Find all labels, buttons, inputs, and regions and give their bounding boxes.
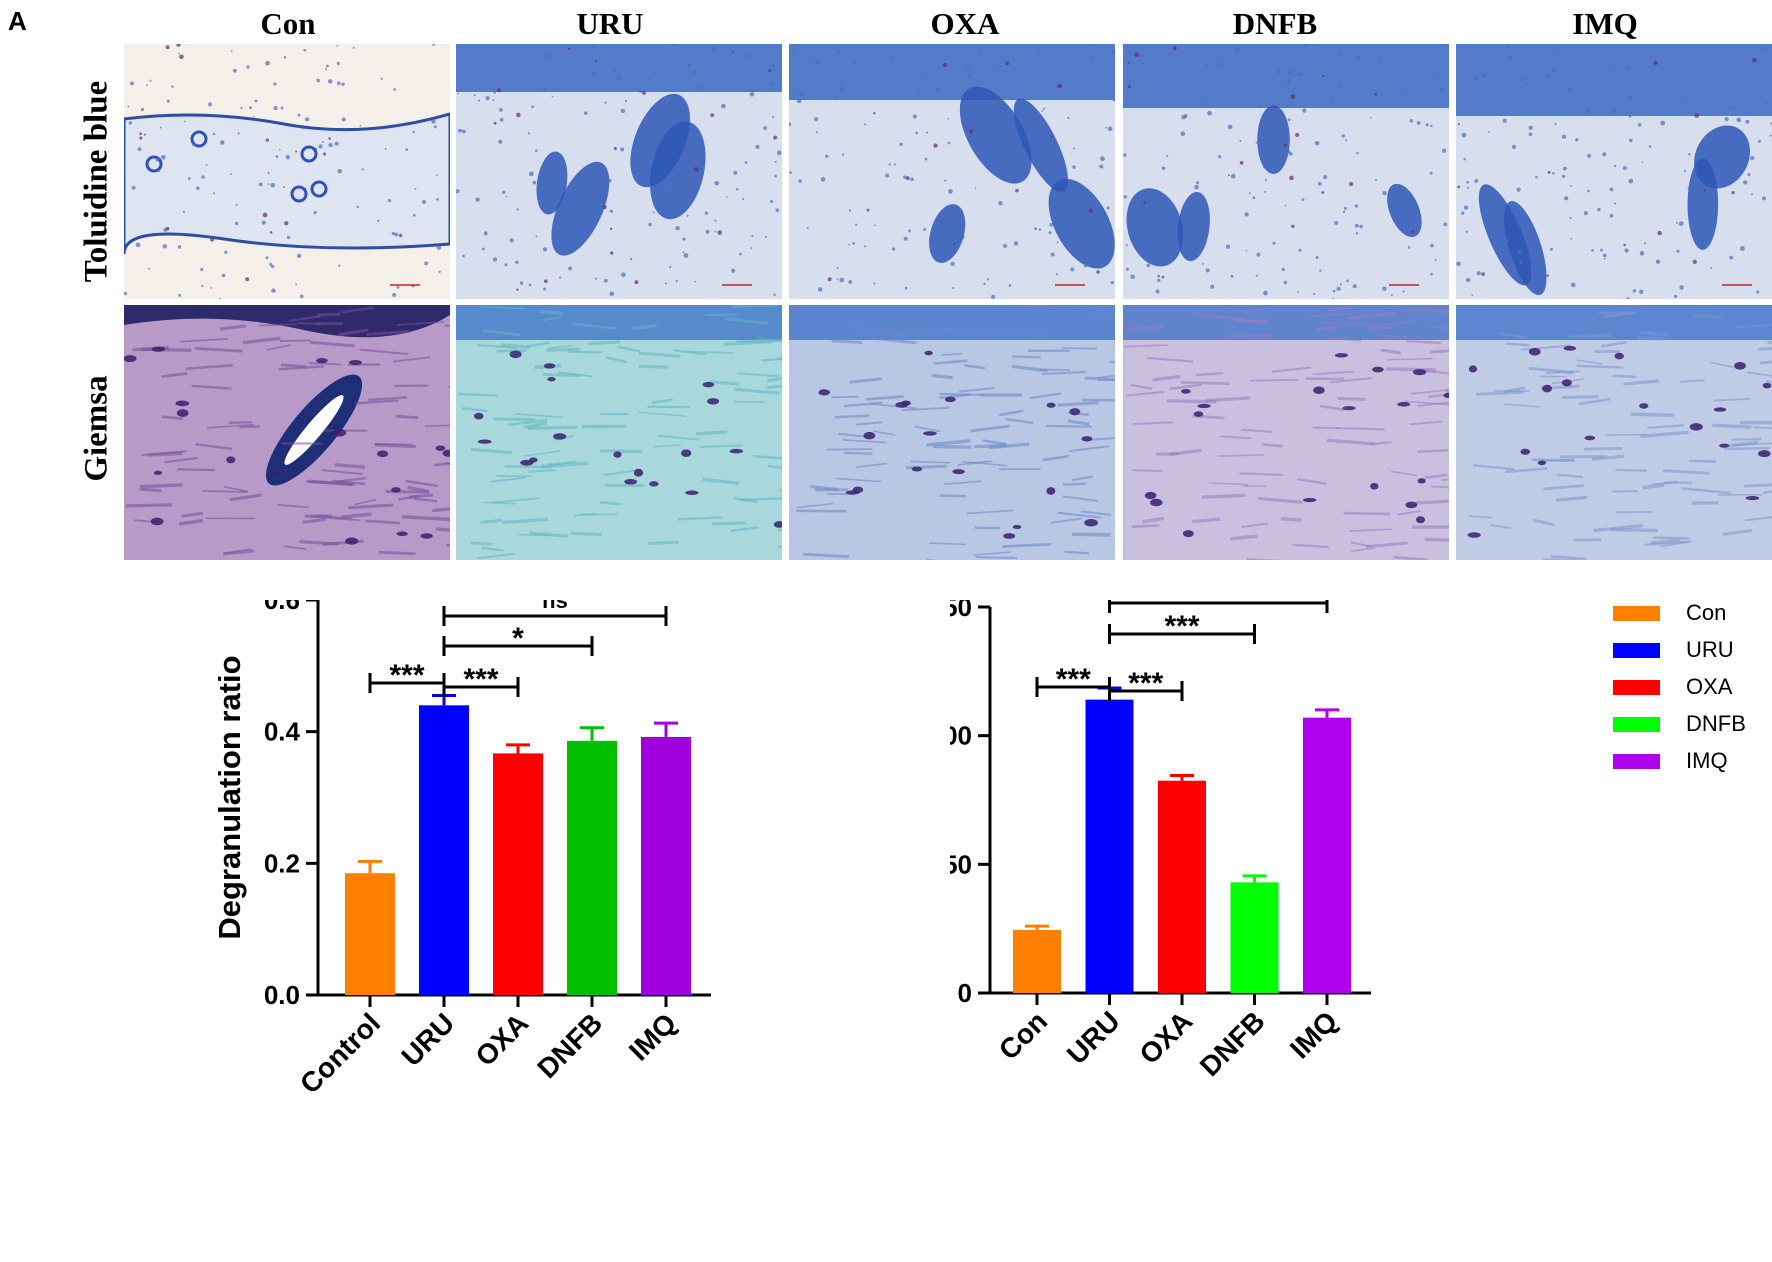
y-tick-label: 0.0 [264,980,300,1010]
micrograph-toluidine-blue-con [124,44,450,299]
bar-dnfb [567,740,617,995]
legend-swatch [1613,716,1660,732]
y-tick-label: 100 [950,721,972,751]
legend-item-dnfb: DNFB [1613,709,1746,739]
micrograph-toluidine-blue-imq [1456,44,1772,299]
column-header-oxa: OXA [930,6,1000,41]
micrograph-giemsa-oxa [789,305,1115,560]
bar-imq [641,736,691,995]
column-header-uru: URU [576,6,644,41]
y-tick-label: 0.2 [264,848,300,878]
column-header-dnfb: DNFB [1232,6,1318,41]
legend-item-oxa: OXA [1613,672,1732,702]
y-tick-label: 0.4 [264,717,301,747]
bar-imq [1303,717,1351,993]
micrograph-toluidine-blue-dnfb [1123,44,1449,299]
x-tick-label-control: Control [294,1007,386,1099]
x-tick-label-uru: URU [1061,1005,1126,1070]
bar-oxa [1158,780,1206,993]
micrograph-toluidine-blue-oxa [789,44,1115,299]
column-header-imq: IMQ [1572,6,1638,41]
legend-item-con: Con [1613,598,1726,628]
legend-label: IMQ [1686,748,1728,773]
column-header-con: Con [260,6,316,41]
x-tick-label-uru: URU [395,1007,460,1072]
legend-label: URU [1686,637,1734,662]
micrograph-toluidine-blue-uru [456,44,782,299]
significance-label: *** [1164,610,1199,643]
panel-letter-a: A [8,6,27,36]
bar-control [345,873,395,995]
x-tick-label-imq: IMQ [623,1007,682,1066]
micrograph-giemsa-con [124,305,450,560]
legend-item-uru: URU [1613,635,1734,665]
chart-inflammatory-cells: 050100150Inflammatory cells/mm2ConURUOXA… [950,600,1371,1082]
micrograph-giemsa-imq [1456,305,1772,560]
x-tick-label-oxa: OXA [1133,1005,1198,1070]
y-tick-label: 0.6 [264,600,300,615]
legend-label: DNFB [1686,711,1746,736]
row-header-giemsa: Giemsa [78,375,115,482]
y-axis-label: Degranulation ratio [212,655,247,939]
significance-label: *** [389,659,424,692]
x-tick-label-dnfb: DNFB [531,1007,608,1084]
bar-dnfb [1230,882,1279,993]
significance-label: *** [463,663,498,696]
legend-label: OXA [1686,674,1733,699]
significance-label: *** [1128,667,1163,700]
bar-uru [419,705,469,995]
legend: Con URU OXA DNFB IMQ [1613,598,1763,798]
y-tick-label: 0 [958,978,972,1008]
significance-label: * [512,622,524,655]
y-tick-label: 50 [950,849,972,879]
legend-swatch [1613,679,1660,695]
bar-con [1013,929,1061,993]
legend-swatch [1613,642,1660,658]
legend-label: Con [1686,600,1727,625]
significance-label: ns [542,600,568,613]
x-tick-label-imq: IMQ [1284,1005,1343,1064]
x-tick-label-dnfb: DNFB [1194,1005,1271,1082]
bar-oxa [493,753,543,995]
legend-swatch [1613,605,1660,621]
x-tick-label-oxa: OXA [469,1007,534,1072]
significance-label: *** [1056,663,1091,696]
legend-item-imq: IMQ [1613,746,1728,776]
legend-swatch [1613,753,1660,769]
chart-degranulation-ratio: 0.0 0.2 0.4 0.6 Degranulation ratio Control UR… [212,600,711,1100]
y-tick-label: 150 [950,600,972,622]
bar-uru [1085,699,1134,993]
x-tick-label-con: Con [993,1005,1053,1065]
micrograph-giemsa-uru [456,305,782,560]
micrograph-giemsa-dnfb [1123,305,1449,560]
